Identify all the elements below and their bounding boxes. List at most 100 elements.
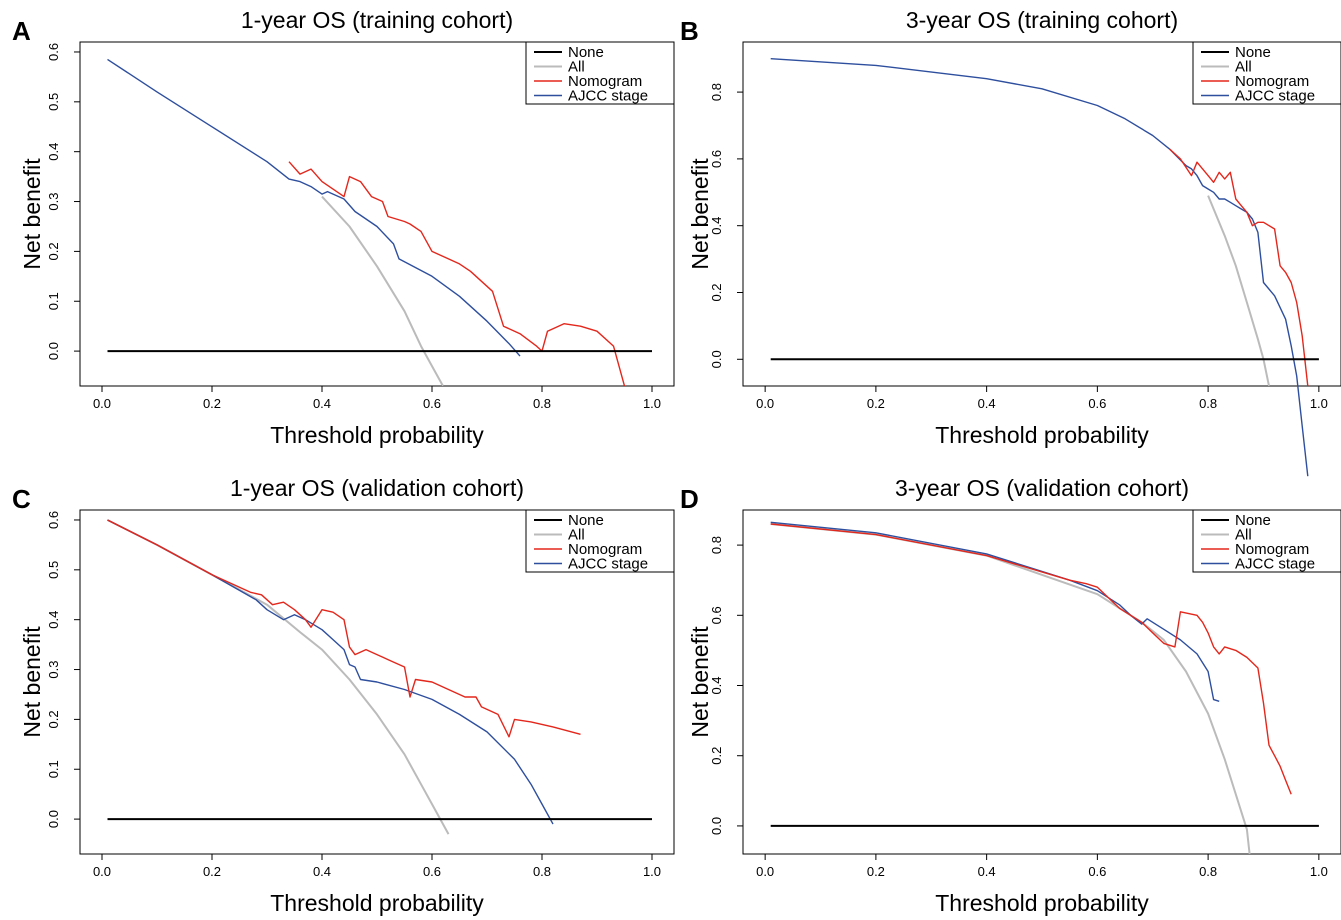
y-tick-label: 0.4 [46, 143, 61, 161]
panel-letter: B [680, 16, 699, 46]
series-nomogram-line [288, 161, 626, 386]
x-axis-label: Threshold probability [270, 890, 484, 916]
plot-frame [79, 41, 675, 387]
y-axis-label: Net benefit [19, 158, 45, 270]
y-tick-label: 0.6 [46, 43, 61, 61]
x-tick-label: 1.0 [643, 396, 661, 411]
legend-label-nomogram: Nomogram [568, 541, 642, 558]
x-tick-label: 0.2 [867, 864, 885, 879]
panel-c: C 1-year OS (validation cohort) 0.0 0.2 0.4 0… [12, 475, 675, 916]
x-tick-label: 0.8 [533, 396, 551, 411]
plot-frame [742, 509, 1341, 855]
x-tick-label: 1.0 [643, 864, 661, 879]
series-all-line [1207, 195, 1270, 386]
x-tick-label: 0.4 [313, 396, 331, 411]
legend-label-nomogram: Nomogram [1235, 73, 1309, 90]
x-tick-label: 0.6 [423, 396, 441, 411]
panel-letter: A [12, 16, 31, 46]
x-tick-label: 0.6 [1088, 396, 1106, 411]
x-tick-label: 0.2 [203, 396, 221, 411]
legend-label-none: None [1235, 512, 1271, 529]
x-tick-label: 0.0 [756, 864, 774, 879]
panel-a: A 1-year OS (training cohort) 0.0 0.2 0.4 0.6… [12, 7, 675, 448]
y-tick-label: 0.0 [709, 817, 724, 835]
series-nomogram-line [107, 519, 581, 738]
legend-label-ajcc-stage: AJCC stage [568, 556, 648, 573]
chart-title: 1-year OS (validation cohort) [230, 475, 524, 501]
y-tick-label: 0.1 [46, 292, 61, 310]
y-tick-label: 0.4 [709, 217, 724, 235]
y-tick-label: 0.3 [46, 192, 61, 210]
x-tick-label: 0.0 [93, 396, 111, 411]
x-tick-label: 0.8 [1199, 396, 1217, 411]
y-axis-label: Net benefit [687, 158, 713, 270]
y-tick-label: 0.4 [46, 611, 61, 629]
y-tick-label: 0.5 [46, 561, 61, 579]
x-tick-label: 0.4 [978, 864, 996, 879]
series-ajcc-stage-line [770, 521, 1220, 702]
y-tick-label: 0.1 [46, 760, 61, 778]
y-axis-label: Net benefit [687, 626, 713, 738]
y-tick-label: 0.2 [46, 710, 61, 728]
series-ajcc-stage-line [770, 58, 1309, 477]
legend-label-nomogram: Nomogram [1235, 541, 1309, 558]
series-nomogram-line [770, 523, 1292, 795]
y-tick-label: 0.8 [709, 83, 724, 101]
x-tick-label: 1.0 [1310, 396, 1328, 411]
y-tick-label: 0.8 [709, 536, 724, 554]
series-nomogram-line [1168, 148, 1309, 386]
legend-label-all: All [1235, 527, 1252, 544]
x-tick-label: 0.8 [1199, 864, 1217, 879]
y-tick-label: 0.0 [709, 350, 724, 368]
y-tick-label: 0.0 [46, 342, 61, 360]
x-tick-label: 0.4 [978, 396, 996, 411]
y-axis-label: Net benefit [19, 626, 45, 738]
x-tick-label: 0.6 [423, 864, 441, 879]
y-tick-label: 0.3 [46, 660, 61, 678]
x-tick-label: 0.2 [867, 396, 885, 411]
x-tick-label: 0.2 [203, 864, 221, 879]
legend-label-ajcc-stage: AJCC stage [1235, 88, 1315, 105]
x-tick-label: 1.0 [1310, 864, 1328, 879]
x-axis-label: Threshold probability [935, 890, 1149, 916]
legend-label-all: All [1235, 59, 1252, 76]
chart-title: 1-year OS (training cohort) [241, 7, 513, 33]
panel-b: B 3-year OS (training cohort) 0.0 0.2 0.4 0.6… [680, 7, 1341, 477]
x-tick-label: 0.8 [533, 864, 551, 879]
legend-label-none: None [568, 44, 604, 61]
x-axis-label: Threshold probability [270, 422, 484, 448]
y-tick-label: 0.5 [46, 93, 61, 111]
series-all-line [107, 519, 450, 835]
legend-label-nomogram: Nomogram [568, 73, 642, 90]
plot-frame [742, 41, 1341, 387]
x-tick-label: 0.0 [756, 396, 774, 411]
legend-label-none: None [568, 512, 604, 529]
series-ajcc-stage-line [107, 58, 521, 357]
legend-label-ajcc-stage: AJCC stage [1235, 556, 1315, 573]
y-tick-label: 0.6 [46, 511, 61, 529]
y-tick-label: 0.2 [709, 283, 724, 301]
series-all-line [321, 195, 444, 386]
plot-frame [79, 509, 675, 855]
series-all-line [770, 523, 1251, 854]
panel-d: D 3-year OS (validation cohort) 0.0 0.2 0.4 0… [680, 475, 1341, 916]
legend-label-ajcc-stage: AJCC stage [568, 88, 648, 105]
y-tick-label: 0.2 [46, 242, 61, 260]
x-axis-label: Threshold probability [935, 422, 1149, 448]
x-tick-label: 0.4 [313, 864, 331, 879]
legend-label-all: All [568, 527, 585, 544]
y-tick-label: 0.6 [709, 150, 724, 168]
y-tick-label: 0.6 [709, 606, 724, 624]
y-tick-label: 0.4 [709, 676, 724, 694]
series-ajcc-stage-line [107, 519, 554, 825]
chart-title: 3-year OS (validation cohort) [895, 475, 1189, 501]
chart-title: 3-year OS (training cohort) [906, 7, 1178, 33]
x-tick-label: 0.0 [93, 864, 111, 879]
x-tick-label: 0.6 [1088, 864, 1106, 879]
legend-label-all: All [568, 59, 585, 76]
